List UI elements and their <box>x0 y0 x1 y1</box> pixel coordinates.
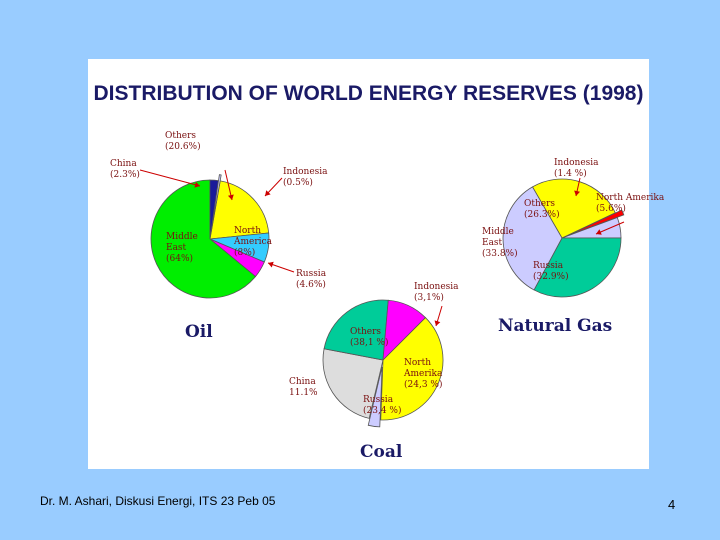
slice-label-natural-gas-middle-east: East <box>482 238 503 248</box>
slice-label-coal-china: China <box>289 377 316 387</box>
leader-arrow-natural-gas-north-amerika <box>596 229 602 235</box>
slice-oil-indonesia <box>210 174 222 234</box>
slice-value-natural-gas-indonesia: (1.4 %) <box>554 168 587 179</box>
slice-natural-gas-middle-east <box>502 186 563 291</box>
footer-text: Dr. M. Ashari, Diskusi Energi, ITS 23 Pe… <box>40 494 276 508</box>
slice-label-natural-gas-north-amerika: North Amerika <box>596 193 665 203</box>
pie-chart-coal: Others(38,1 %) Indonesia(3,1%) NorthAmerik… <box>289 282 459 462</box>
leader-arrow-oil-indonesia <box>265 190 271 196</box>
slice-value-coal-indonesia: (3,1%) <box>414 292 444 303</box>
slice-oil-others <box>209 180 270 240</box>
pie-chart-natural-gas: Others(26.3%) Indonesia(1.4 %) North Ameri… <box>482 158 665 336</box>
slice-label-oil-indonesia: Indonesia <box>283 167 328 177</box>
slice-value-coal-north-amerika: (24,3 %) <box>404 379 442 390</box>
slice-label-coal-others: Others <box>350 327 381 337</box>
slice-label-natural-gas-russia: Russia <box>533 261 564 271</box>
slice-label-coal-north-amerika: Amerika <box>403 369 443 379</box>
slice-value-oil-russia: (4.6%) <box>296 279 326 290</box>
slice-label-oil-north-america: America <box>233 237 273 247</box>
slice-label-natural-gas-middle-east: Middle <box>482 227 514 237</box>
slide-title: DISTRIBUTION OF WORLD ENERGY RESERVES (1… <box>93 82 644 105</box>
slice-label-natural-gas-others: Others <box>524 199 555 209</box>
slice-value-coal-russia: (23,4 %) <box>363 405 401 416</box>
slice-oil-middle-east <box>150 179 257 299</box>
slice-coal-others <box>380 317 444 421</box>
page-number: 4 <box>668 497 676 512</box>
slice-natural-gas-indonesia <box>568 209 625 236</box>
chart-name-natural-gas: Natural Gas <box>498 316 612 336</box>
slice-value-natural-gas-russia: (32.9%) <box>533 271 569 282</box>
slice-label-oil-north-america: North <box>234 226 261 236</box>
chart-name-oil: Oil <box>185 322 213 342</box>
slice-coal-indonesia <box>367 366 383 428</box>
slice-label-oil-russia: Russia <box>296 269 327 279</box>
slice-coal-russia <box>323 299 389 361</box>
slice-label-coal-indonesia: Indonesia <box>414 282 459 292</box>
chart-name-coal: Coal <box>360 442 403 462</box>
slice-label-oil-others: Others <box>165 131 196 141</box>
slice-coal-china <box>382 299 426 362</box>
slice-label-oil-middle-east: East <box>166 243 187 253</box>
slice-label-coal-north-amerika: North <box>404 358 431 368</box>
slice-coal-north-amerika <box>322 348 384 419</box>
leader-line-oil-others <box>224 169 233 201</box>
slice-value-coal-others: (38,1 %) <box>350 337 388 348</box>
slice-natural-gas-russia <box>533 237 622 298</box>
leader-arrow-oil-russia <box>267 261 274 268</box>
slice-value-natural-gas-middle-east: (33.8%) <box>482 248 518 259</box>
leader-line-oil-china <box>139 169 201 187</box>
slice-value-oil-others: (20.6%) <box>165 141 201 152</box>
leader-arrow-coal-indonesia <box>434 320 441 326</box>
slice-value-coal-china: 11.1% <box>289 388 318 398</box>
leader-arrow-oil-others <box>227 194 234 200</box>
leader-arrow-oil-china <box>194 181 200 188</box>
slice-label-oil-china: China <box>110 159 137 169</box>
slice-label-oil-middle-east: Middle <box>166 232 198 242</box>
leader-arrow-natural-gas-indonesia <box>574 190 581 196</box>
leader-line-natural-gas-north-amerika <box>595 221 625 235</box>
slice-value-natural-gas-north-amerika: (5.6%) <box>596 203 626 214</box>
slice-label-coal-russia: Russia <box>363 395 394 405</box>
slice-label-natural-gas-indonesia: Indonesia <box>554 158 599 168</box>
slice-value-natural-gas-others: (26.3%) <box>524 209 560 220</box>
slice-value-oil-china: (2.3%) <box>110 169 140 180</box>
slice-value-oil-middle-east: (64%) <box>166 253 193 264</box>
slice-value-oil-north-america: (8%) <box>234 247 255 258</box>
slice-value-oil-indonesia: (0.5%) <box>283 177 313 188</box>
